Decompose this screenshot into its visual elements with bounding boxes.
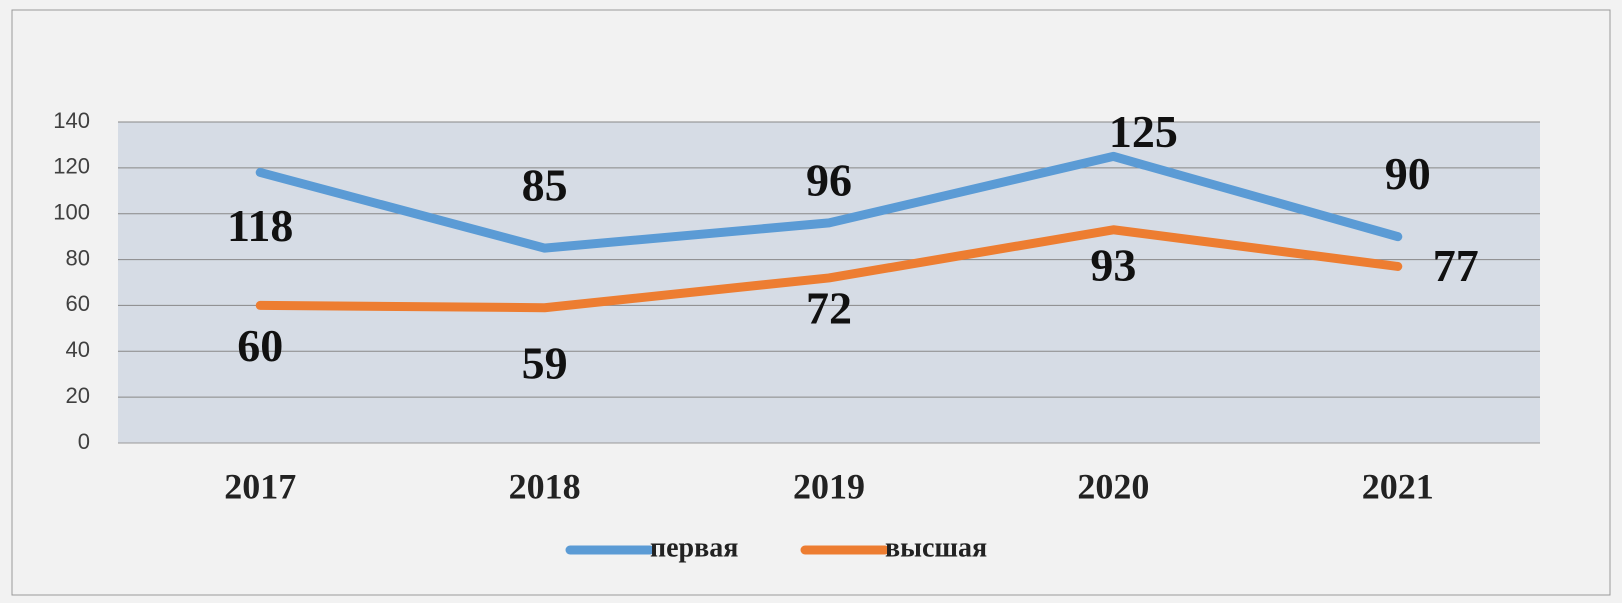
x-tick-label: 2020 bbox=[1077, 466, 1149, 506]
data-label: 77 bbox=[1433, 240, 1479, 291]
y-tick-label: 80 bbox=[66, 245, 90, 270]
data-label: 90 bbox=[1385, 148, 1431, 199]
y-tick-label: 100 bbox=[53, 200, 90, 225]
x-tick-label: 2018 bbox=[509, 466, 581, 506]
y-tick-label: 0 bbox=[78, 429, 90, 454]
legend-label: высшая bbox=[885, 532, 987, 563]
y-tick-label: 140 bbox=[53, 108, 90, 133]
data-label: 96 bbox=[806, 154, 852, 205]
data-label: 60 bbox=[237, 320, 283, 371]
y-tick-label: 120 bbox=[53, 154, 90, 179]
data-label: 125 bbox=[1109, 106, 1178, 157]
series-line bbox=[255, 151, 1403, 253]
data-label: 59 bbox=[522, 337, 568, 388]
series-line bbox=[255, 225, 1403, 313]
y-tick-label: 20 bbox=[66, 383, 90, 408]
x-tick-label: 2019 bbox=[793, 466, 865, 506]
data-label: 72 bbox=[806, 282, 852, 333]
plot-area bbox=[118, 122, 1540, 443]
data-label: 85 bbox=[522, 160, 568, 211]
y-tick-label: 40 bbox=[66, 337, 90, 362]
legend-label: первая bbox=[650, 532, 738, 563]
y-tick-label: 60 bbox=[66, 291, 90, 316]
data-label: 118 bbox=[227, 200, 293, 251]
x-tick-label: 2021 bbox=[1362, 466, 1434, 506]
x-tick-label: 2017 bbox=[224, 466, 296, 506]
data-label: 93 bbox=[1090, 239, 1136, 290]
